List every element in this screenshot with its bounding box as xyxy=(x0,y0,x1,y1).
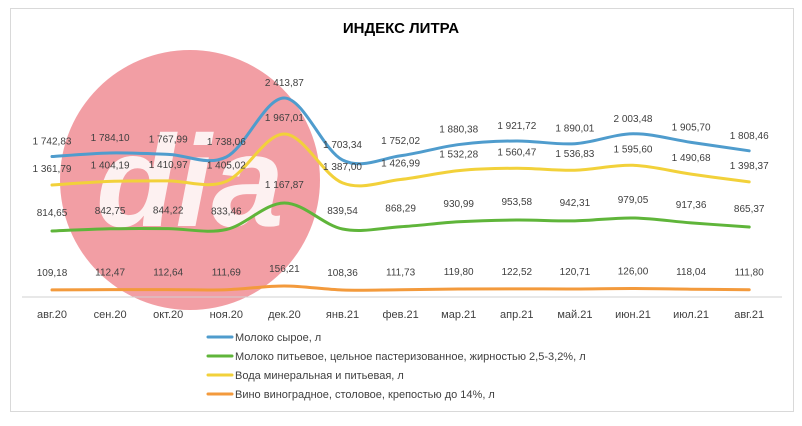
watermark-circle xyxy=(60,50,320,310)
data-label: 108,36 xyxy=(327,268,358,279)
legend: Молоко сырое, л Молоко питьевое, цельное … xyxy=(206,332,586,401)
data-label: 2 003,48 xyxy=(614,114,653,125)
data-label: 1 426,99 xyxy=(381,159,420,170)
data-label: 1 595,60 xyxy=(614,144,653,155)
x-tick-label: сен.20 xyxy=(94,309,127,321)
data-label: 1 752,02 xyxy=(381,136,420,147)
data-label: 109,18 xyxy=(37,268,68,279)
data-label: 1 405,02 xyxy=(207,160,246,171)
data-label: 122,52 xyxy=(502,267,533,278)
x-tick-label: фев.21 xyxy=(382,309,418,321)
data-label: 1 361,79 xyxy=(33,164,72,175)
data-label: 1 404,19 xyxy=(91,160,130,171)
data-label: 979,05 xyxy=(618,195,649,206)
legend-label-0: Молоко сырое, л xyxy=(235,332,321,344)
series-line-2 xyxy=(50,132,751,188)
series-line-1 xyxy=(50,201,751,233)
legend-label-2: Вода минеральная и питьевая, л xyxy=(235,370,404,382)
data-label: 1 742,83 xyxy=(33,137,72,148)
x-tick-label: июл.21 xyxy=(673,309,709,321)
data-label: 868,29 xyxy=(385,204,416,215)
data-label: 1 890,01 xyxy=(555,124,594,135)
data-label: 1 167,87 xyxy=(265,180,304,191)
x-tick-label: апр.21 xyxy=(500,309,533,321)
data-label: 1 967,01 xyxy=(265,113,304,124)
x-tick-label: авг.21 xyxy=(734,309,764,321)
data-label: 917,36 xyxy=(676,200,707,211)
data-label: 1 767,99 xyxy=(149,134,188,145)
data-label: 833,46 xyxy=(211,207,242,218)
data-label: 839,54 xyxy=(327,206,358,217)
series-line-3 xyxy=(50,284,751,292)
data-label: 118,04 xyxy=(676,267,706,278)
data-label: 1 410,97 xyxy=(149,160,188,171)
data-label: 1 398,37 xyxy=(730,161,769,172)
chart-title: ИНДЕКС ЛИТРА xyxy=(343,20,459,37)
data-label: 111,73 xyxy=(386,268,416,279)
data-label: 112,47 xyxy=(95,268,125,279)
data-label: 1 536,83 xyxy=(555,149,594,160)
x-tick-label: авг.20 xyxy=(37,309,67,321)
data-label: 814,65 xyxy=(37,208,68,219)
data-label: 126,00 xyxy=(618,267,649,278)
series-lines xyxy=(50,96,751,292)
data-label: 156,21 xyxy=(269,264,300,275)
data-label: 111,69 xyxy=(212,268,242,279)
data-label: 1 784,10 xyxy=(91,133,130,144)
data-label: 120,71 xyxy=(560,267,591,278)
series-line-0 xyxy=(50,96,751,166)
legend-label-3: Вино виноградное, столовое, крепостью до… xyxy=(235,389,495,401)
data-label: 119,80 xyxy=(444,267,474,278)
data-label: 1 387,00 xyxy=(323,162,362,173)
data-labels: 1 742,83 1 784,10 1 767,99 1 738,06 2 413,87… xyxy=(33,78,770,279)
data-label: 1 532,28 xyxy=(439,150,478,161)
data-label: 865,37 xyxy=(734,204,765,215)
data-label: 1 921,72 xyxy=(497,121,536,132)
x-tick-label: ноя.20 xyxy=(210,309,243,321)
data-label: 1 490,68 xyxy=(672,153,711,164)
data-label: 1 880,38 xyxy=(439,125,478,136)
data-label: 930,99 xyxy=(443,199,474,210)
data-label: 842,75 xyxy=(95,206,126,217)
data-label: 1 560,47 xyxy=(497,147,536,158)
x-tick-label: дек.20 xyxy=(268,309,301,321)
data-label: 1 808,46 xyxy=(730,131,769,142)
data-label: 1 738,06 xyxy=(207,137,246,148)
data-label: 942,31 xyxy=(560,198,591,209)
x-tick-label: мар.21 xyxy=(441,309,476,321)
x-tick-label: янв.21 xyxy=(326,309,359,321)
x-tick-label: июн.21 xyxy=(615,309,651,321)
data-label: 111,80 xyxy=(735,268,765,279)
data-label: 112,64 xyxy=(153,268,183,279)
data-label: 2 413,87 xyxy=(265,78,304,89)
data-label: 953,58 xyxy=(502,197,533,208)
x-tick-label: май.21 xyxy=(557,309,592,321)
x-tick-labels: авг.20 сен.20 окт.20 ноя.20 дек.20 янв.21 фев.… xyxy=(37,309,764,321)
data-label: 1 703,34 xyxy=(323,140,362,151)
data-label: 844,22 xyxy=(153,206,184,217)
legend-label-1: Молоко питьевое, цельное пастеризованное… xyxy=(235,351,586,363)
x-tick-label: окт.20 xyxy=(153,309,183,321)
data-label: 1 905,70 xyxy=(672,122,711,133)
